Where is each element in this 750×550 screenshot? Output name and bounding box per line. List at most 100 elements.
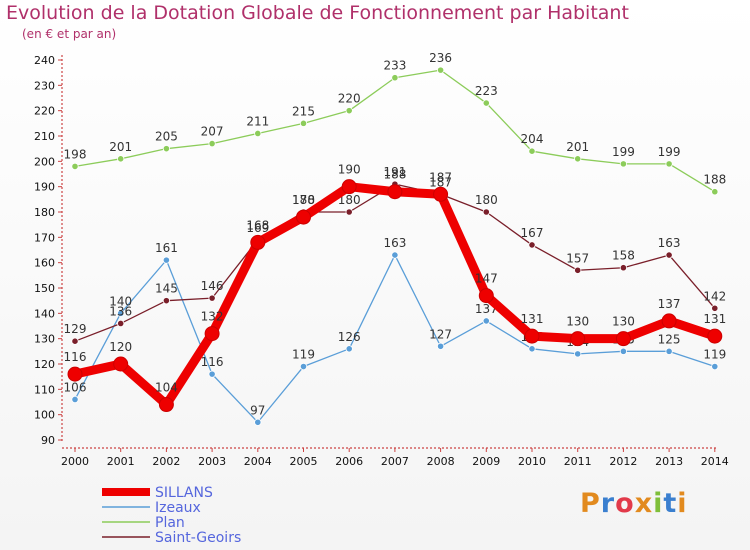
data-label: 167 — [521, 226, 544, 240]
data-point — [117, 155, 125, 163]
data-label: 137 — [658, 297, 681, 311]
data-label: 130 — [612, 315, 635, 329]
data-label: 161 — [155, 241, 178, 255]
y-tick-label: 140 — [34, 307, 55, 320]
x-tick-label: 2008 — [427, 455, 455, 468]
y-tick-label: 150 — [34, 282, 55, 295]
data-label: 211 — [246, 114, 269, 128]
data-label: 106 — [64, 380, 87, 394]
data-label: 97 — [250, 403, 265, 417]
data-point — [71, 395, 79, 404]
data-point — [478, 288, 494, 304]
data-point — [299, 119, 308, 127]
x-tick-label: 2001 — [107, 455, 135, 468]
data-point — [345, 345, 353, 353]
data-label: 188 — [383, 168, 406, 182]
data-label: 215 — [292, 104, 315, 118]
data-label: 168 — [246, 218, 269, 232]
data-point — [433, 186, 449, 202]
y-tick-label: 160 — [34, 257, 55, 270]
y-tick-label: 200 — [34, 155, 55, 168]
y-tick-label: 190 — [34, 181, 55, 194]
data-label: 199 — [612, 145, 635, 159]
data-point — [570, 331, 586, 347]
proxiti-logo: Proxiti — [580, 488, 688, 519]
x-tick-label: 2010 — [518, 455, 546, 468]
data-point — [345, 107, 353, 115]
y-tick-label: 230 — [34, 79, 55, 92]
data-label: 132 — [201, 310, 224, 324]
chart-subtitle: (en € et par an) — [22, 27, 117, 41]
x-tick-label: 2000 — [61, 455, 89, 468]
data-point — [162, 145, 170, 153]
logo-letter: x — [634, 488, 654, 519]
x-tick-label: 2007 — [381, 455, 409, 468]
data-label: 163 — [383, 236, 406, 250]
data-label: 188 — [703, 173, 726, 187]
data-label: 233 — [383, 59, 406, 73]
data-label: 180 — [475, 193, 498, 207]
logo-letter: i — [653, 488, 664, 519]
data-point — [250, 234, 266, 250]
data-point — [574, 155, 582, 163]
x-tick-label: 2014 — [701, 455, 729, 468]
data-label: 147 — [475, 272, 498, 286]
data-point — [117, 319, 125, 328]
y-tick-label: 120 — [34, 358, 55, 371]
data-label: 180 — [338, 193, 361, 207]
data-label: 119 — [703, 348, 726, 362]
data-label: 207 — [201, 125, 224, 139]
data-point — [665, 251, 673, 259]
data-point — [528, 345, 536, 353]
data-label: 120 — [109, 340, 132, 354]
data-point — [391, 251, 399, 259]
data-label: 190 — [338, 163, 361, 177]
data-point — [117, 309, 125, 317]
data-label: 223 — [475, 84, 498, 98]
data-point — [296, 209, 311, 225]
data-point — [208, 140, 216, 148]
data-label: 125 — [658, 332, 681, 346]
legend-label-saint-geoirs: Saint-Geoirs — [155, 530, 241, 546]
data-label: 220 — [338, 92, 361, 106]
data-label: 142 — [703, 289, 726, 303]
x-tick-label: 2003 — [198, 455, 226, 468]
x-tick-label: 2012 — [609, 455, 637, 468]
y-tick-label: 110 — [34, 383, 55, 396]
data-point — [574, 350, 582, 358]
data-point — [524, 328, 540, 344]
data-label: 104 — [155, 381, 178, 395]
logo-letter: r — [600, 488, 616, 519]
data-point — [711, 304, 719, 312]
data-point — [162, 297, 170, 305]
data-label: 163 — [658, 236, 681, 250]
data-label: 205 — [155, 130, 178, 144]
logo-letter: t — [663, 488, 678, 519]
data-label: 236 — [429, 51, 452, 65]
legend-label-izeaux: Izeaux — [155, 500, 201, 516]
data-label: 136 — [109, 304, 132, 318]
data-point — [387, 184, 403, 200]
data-point — [436, 66, 445, 74]
data-label: 116 — [201, 355, 224, 369]
data-point — [619, 347, 628, 355]
legend-label-sillans: SILLANS — [155, 485, 213, 501]
logo-letter: P — [580, 488, 601, 519]
data-point — [208, 370, 216, 378]
data-label: 180 — [292, 193, 315, 207]
y-tick-label: 90 — [41, 434, 55, 447]
data-point — [71, 337, 79, 345]
data-label: 187 — [429, 175, 452, 189]
data-label: 178 — [292, 193, 315, 207]
data-point — [707, 328, 723, 344]
data-label: 131 — [703, 312, 726, 326]
data-label: 204 — [521, 132, 544, 146]
data-label: 119 — [292, 348, 315, 362]
data-point — [665, 347, 673, 355]
data-point — [528, 241, 536, 249]
y-tick-label: 210 — [34, 130, 55, 143]
data-point — [71, 162, 79, 170]
y-tick-label: 100 — [34, 409, 55, 422]
